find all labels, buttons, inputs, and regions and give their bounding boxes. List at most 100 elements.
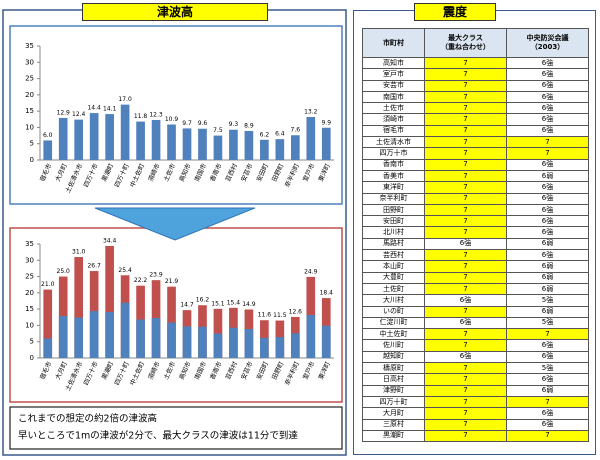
value-label: 6.2 [260,131,270,138]
cell: 香南市 [362,158,425,171]
cell: 6強 [506,79,589,92]
header-row: 市町村 最大クラス （重ね合わせ） 中央防災会議 （2003） [362,28,589,58]
y-tick-label: 20 [25,91,34,99]
value-label: 15.1 [211,300,225,307]
cell: 須崎市 [362,113,425,126]
row: 津野町 7 6弱 [362,384,589,397]
chart-frame [9,25,343,205]
row: 本山町 7 6弱 [362,260,589,273]
row: 室戸市 7 6強 [362,68,589,81]
header-text: （重ね合わせ） [441,43,490,51]
cell: 東洋町 [362,181,425,194]
cell: 6強 [506,407,589,420]
cell: 7 [424,102,507,115]
value-label: 7.6 [291,127,301,134]
y-tick-label: 5 [30,140,34,148]
cell: 大月町 [362,407,425,420]
row: 四万十町 7 7 [362,395,589,409]
cell: 7 [424,113,507,126]
cell: 土佐清水市 [362,136,425,149]
cell: 7 [424,215,507,228]
cell: 越知町 [362,350,425,364]
y-tick-label: 15 [25,107,34,115]
y-tick-label: 25 [25,75,34,83]
cell: 7 [424,305,507,318]
cell: 6強 [506,102,589,115]
bar [43,289,53,358]
value-label: 26.7 [87,263,101,270]
bar [89,311,99,358]
bar [213,333,223,358]
bar [74,257,84,358]
value-label: 17.0 [118,96,132,103]
bar [151,119,161,160]
cell: 7 [424,181,507,194]
row: 北川村 7 6強 [362,226,589,239]
value-label: 21.0 [41,281,55,288]
cell: 宿毛市 [362,124,425,138]
bar [105,245,114,358]
value-label: 9.6 [198,120,208,127]
cell: 7 [424,282,507,296]
header-text: 最大クラス [448,34,483,42]
cell: 大豊町 [362,271,425,284]
cell: 仁淀川町 [362,316,425,330]
bar [182,326,192,358]
cell: 7 [424,362,507,375]
row: 南国市 7 6強 [362,90,589,104]
cell: 7 [424,56,507,70]
cell: 7 [424,373,507,386]
value-label: 22.2 [134,277,148,284]
header-cell: 市町村 [362,28,425,58]
cell: 本山町 [362,260,425,273]
value-label: 15.4 [227,299,241,306]
cell: 6強 [506,68,589,81]
cell: 7 [424,169,507,183]
cell: 7 [506,147,589,160]
value-label: 31.0 [72,249,86,256]
y-tick-label: 10 [25,123,34,131]
cell: 7 [424,124,507,138]
cell: 7 [424,407,507,420]
y-tick-label: 0 [30,354,34,362]
cell: 6強 [506,339,589,352]
y-tick-label: 35 [25,42,34,50]
y-tick-label: 15 [25,305,34,313]
bar [151,317,161,358]
bar [89,113,99,160]
row: 宿毛市 7 6強 [362,124,589,138]
cell: 6強 [424,294,507,307]
cell: 7 [424,90,507,104]
cell: 中土佐町 [362,328,425,341]
row: 香美市 7 6弱 [362,169,589,183]
row: 大豊町 7 6弱 [362,271,589,284]
row: 田野町 7 6強 [362,203,589,217]
value-label: 7.5 [213,127,223,134]
row: 奈半利町 7 6強 [362,192,589,205]
cell: 7 [424,147,507,160]
cell: 南国市 [362,90,425,104]
bar [58,315,68,358]
cell: 津野町 [362,384,425,397]
cell: 香美市 [362,169,425,183]
cell: 7 [424,260,507,273]
header-text: （2003） [530,43,565,51]
value-label: 21.9 [165,278,179,285]
cell: 7 [424,249,507,262]
arrow [94,207,256,241]
cell: 6強 [506,373,589,386]
value-label: 11.5 [273,312,287,319]
cell: 6強 [506,350,589,364]
bar [321,325,331,358]
bar [306,117,316,160]
value-label: 14.1 [103,106,117,113]
row: 日高村 7 6強 [362,373,589,386]
cell: いの町 [362,305,425,318]
value-label: 18.4 [320,290,334,297]
value-label: 16.2 [196,297,210,304]
row: 三原村 7 6強 [362,418,589,431]
cell: 佐川町 [362,339,425,352]
bar [321,127,331,160]
cell: 6強 [506,124,589,138]
row: 土佐市 7 6強 [362,102,589,115]
